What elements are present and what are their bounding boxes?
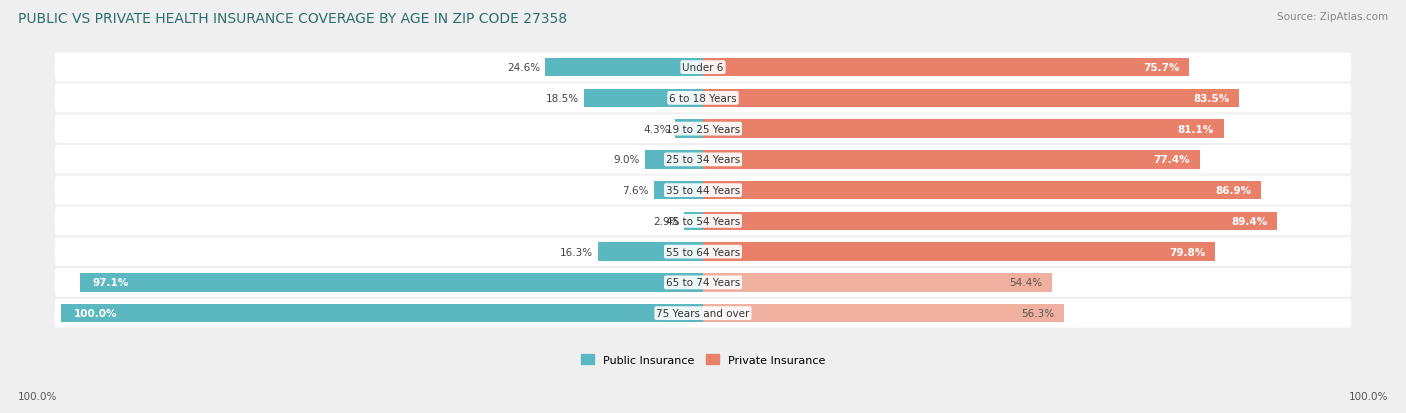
Bar [703, 212, 1277, 230]
Text: PUBLIC VS PRIVATE HEALTH INSURANCE COVERAGE BY AGE IN ZIP CODE 27358: PUBLIC VS PRIVATE HEALTH INSURANCE COVER… [18, 12, 568, 26]
Bar [703, 90, 1239, 108]
FancyBboxPatch shape [55, 115, 1351, 144]
Text: 79.8%: 79.8% [1170, 247, 1205, 257]
Text: 7.6%: 7.6% [623, 186, 650, 196]
Text: 83.5%: 83.5% [1194, 94, 1229, 104]
Text: 35 to 44 Years: 35 to 44 Years [666, 186, 740, 196]
Bar [546, 59, 703, 77]
Text: Under 6: Under 6 [682, 63, 724, 73]
Text: 25 to 34 Years: 25 to 34 Years [666, 155, 740, 165]
Bar [703, 151, 1199, 169]
Text: 45 to 54 Years: 45 to 54 Years [666, 216, 740, 226]
Text: 54.4%: 54.4% [1010, 278, 1042, 288]
Text: 4.3%: 4.3% [644, 124, 671, 134]
Bar [703, 273, 1052, 292]
Text: 6 to 18 Years: 6 to 18 Years [669, 94, 737, 104]
Text: 100.0%: 100.0% [1348, 391, 1388, 401]
Text: 100.0%: 100.0% [75, 309, 118, 318]
Text: 55 to 64 Years: 55 to 64 Years [666, 247, 740, 257]
Text: 75.7%: 75.7% [1143, 63, 1180, 73]
FancyBboxPatch shape [55, 299, 1351, 328]
Bar [703, 243, 1215, 261]
Text: 65 to 74 Years: 65 to 74 Years [666, 278, 740, 288]
Bar [703, 120, 1223, 138]
Bar [645, 151, 703, 169]
Text: Source: ZipAtlas.com: Source: ZipAtlas.com [1277, 12, 1388, 22]
Text: 100.0%: 100.0% [18, 391, 58, 401]
Text: 24.6%: 24.6% [506, 63, 540, 73]
Bar [60, 304, 703, 323]
Bar [703, 304, 1064, 323]
Bar [703, 59, 1189, 77]
Text: 56.3%: 56.3% [1022, 309, 1054, 318]
Bar [654, 181, 703, 200]
Text: 81.1%: 81.1% [1178, 124, 1213, 134]
Text: 18.5%: 18.5% [546, 94, 579, 104]
Bar [675, 120, 703, 138]
FancyBboxPatch shape [55, 84, 1351, 113]
FancyBboxPatch shape [55, 176, 1351, 205]
Bar [685, 212, 703, 230]
FancyBboxPatch shape [55, 54, 1351, 82]
Bar [585, 90, 703, 108]
Text: 86.9%: 86.9% [1215, 186, 1251, 196]
FancyBboxPatch shape [55, 237, 1351, 266]
Bar [80, 273, 703, 292]
Text: 19 to 25 Years: 19 to 25 Years [666, 124, 740, 134]
Text: 77.4%: 77.4% [1153, 155, 1189, 165]
Bar [703, 181, 1261, 200]
FancyBboxPatch shape [55, 207, 1351, 236]
FancyBboxPatch shape [55, 268, 1351, 297]
Text: 2.9%: 2.9% [652, 216, 679, 226]
Text: 75 Years and over: 75 Years and over [657, 309, 749, 318]
Text: 89.4%: 89.4% [1230, 216, 1267, 226]
Text: 9.0%: 9.0% [614, 155, 640, 165]
Text: 97.1%: 97.1% [93, 278, 129, 288]
FancyBboxPatch shape [55, 145, 1351, 174]
Bar [599, 243, 703, 261]
Legend: Public Insurance, Private Insurance: Public Insurance, Private Insurance [581, 354, 825, 365]
Text: 16.3%: 16.3% [560, 247, 593, 257]
